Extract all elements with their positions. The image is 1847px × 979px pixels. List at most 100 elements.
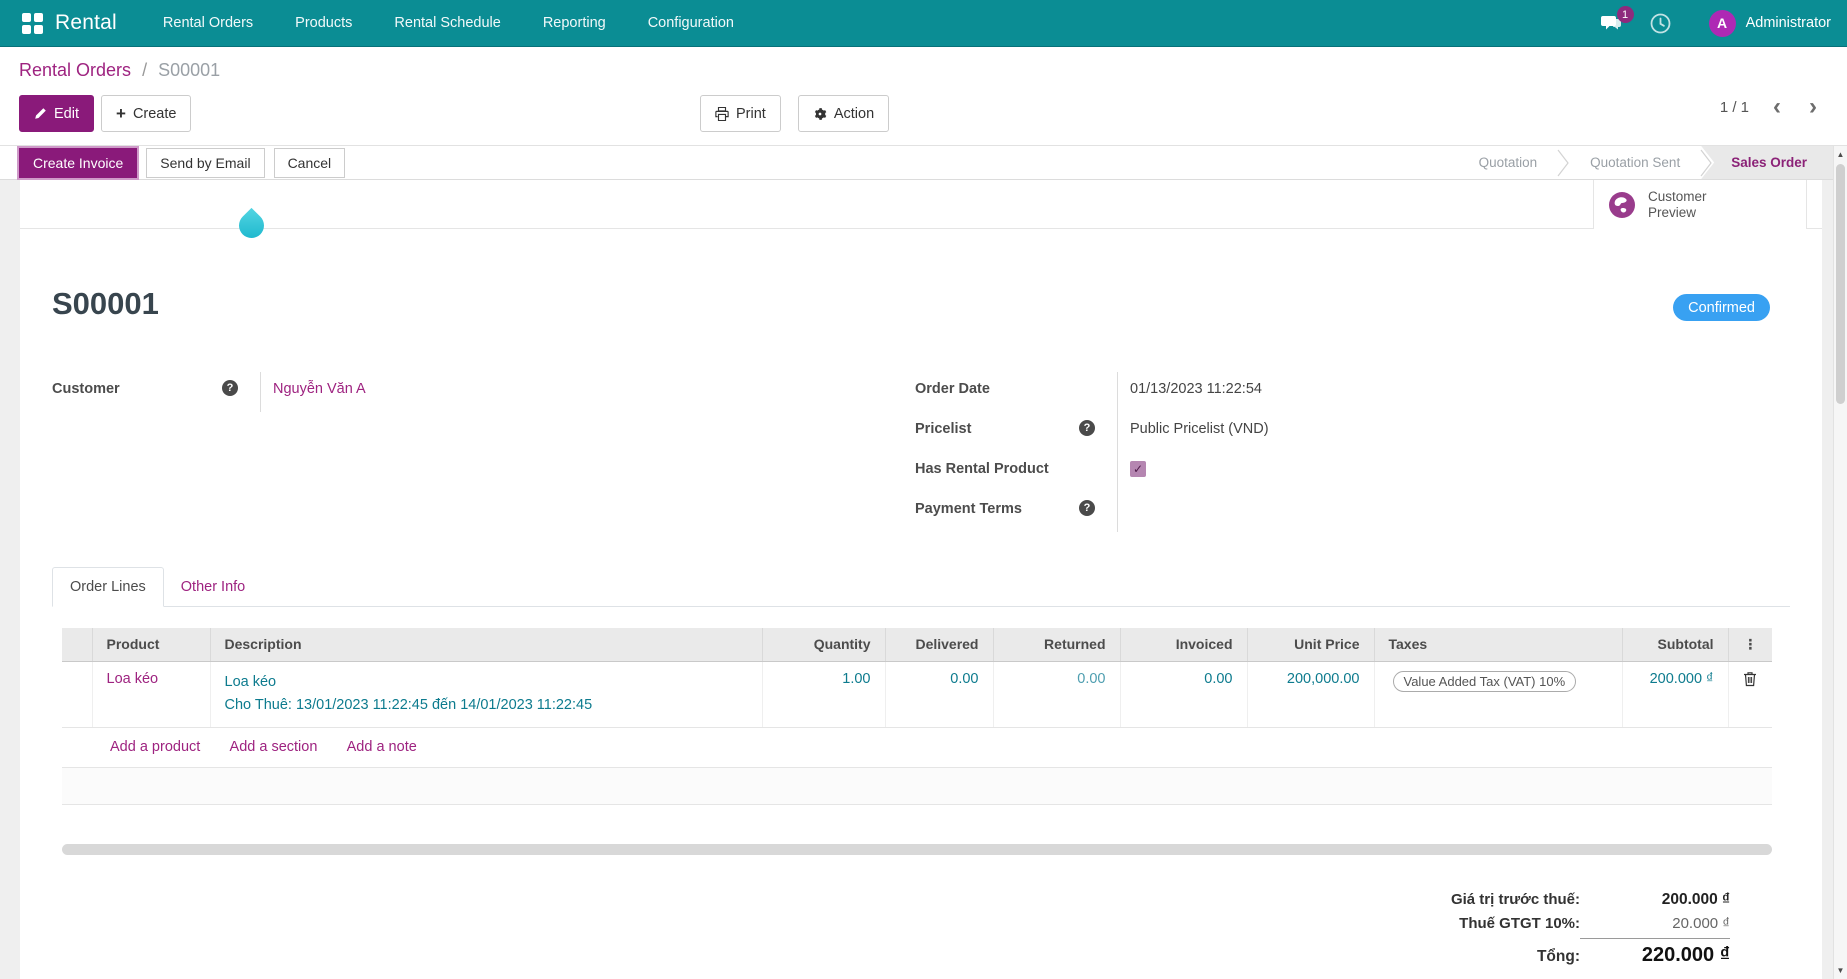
add-line-row: Add a product Add a section Add a note bbox=[62, 727, 1772, 768]
create-button[interactable]: + Create bbox=[101, 95, 192, 132]
optional-columns-icon[interactable]: ⋮ bbox=[1727, 628, 1772, 662]
plus-icon: + bbox=[116, 103, 126, 123]
state-quotation-sent[interactable]: Quotation Sent bbox=[1590, 155, 1681, 170]
col-subtotal[interactable]: Subtotal bbox=[1621, 628, 1728, 662]
pricelist-value: Public Pricelist (VND) bbox=[1130, 421, 1269, 437]
state-sales-order[interactable]: Sales Order bbox=[1701, 146, 1833, 179]
create-invoice-button[interactable]: Create Invoice bbox=[19, 147, 138, 178]
menu-rental-schedule[interactable]: Rental Schedule bbox=[394, 15, 501, 31]
col-taxes[interactable]: Taxes bbox=[1373, 628, 1622, 662]
total-amount-row: Tổng: 220.000 ₫ bbox=[1340, 935, 1730, 970]
user-avatar[interactable]: A bbox=[1708, 9, 1736, 37]
col-handle bbox=[62, 628, 92, 662]
has-rental-checkbox[interactable]: ✓ bbox=[1130, 461, 1146, 477]
col-invoiced[interactable]: Invoiced bbox=[1119, 628, 1247, 662]
main-menu: Rental Orders Products Rental Schedule R… bbox=[163, 15, 734, 31]
tab-order-lines[interactable]: Order Lines bbox=[52, 567, 164, 607]
col-delivered[interactable]: Delivered bbox=[884, 628, 993, 662]
add-a-note-link[interactable]: Add a note bbox=[346, 738, 417, 755]
cancel-button[interactable]: Cancel bbox=[273, 147, 346, 178]
horizontal-scrollbar[interactable] bbox=[62, 844, 1772, 855]
action-button[interactable]: Action bbox=[797, 95, 890, 132]
button-box: Customer Preview bbox=[20, 180, 1822, 229]
cell-product[interactable]: Loa kéo bbox=[91, 661, 210, 728]
cell-delivered[interactable]: 0.00 bbox=[884, 661, 993, 728]
tax-tag[interactable]: Value Added Tax (VAT) 10% bbox=[1392, 670, 1577, 692]
untaxed-amount-label: Giá trị trước thuế: bbox=[1450, 891, 1580, 908]
customer-preview-button[interactable]: Customer Preview bbox=[1593, 180, 1807, 229]
printer-icon bbox=[715, 106, 729, 121]
add-a-section-link[interactable]: Add a section bbox=[229, 738, 318, 755]
menu-configuration[interactable]: Configuration bbox=[647, 15, 734, 31]
delete-line-button[interactable] bbox=[1727, 661, 1772, 728]
col-quantity[interactable]: Quantity bbox=[761, 628, 885, 662]
edit-button[interactable]: Edit bbox=[19, 95, 94, 132]
order-date-label: Order Date bbox=[915, 381, 990, 397]
pager-previous-icon[interactable]: ‹ bbox=[1773, 93, 1781, 120]
state-quotation[interactable]: Quotation bbox=[1478, 155, 1538, 170]
table-header-row: Product Description Quantity Delivered R… bbox=[62, 628, 1772, 662]
field-order-date: Order Date 01/13/2023 11:22:54 bbox=[915, 372, 1745, 412]
print-button[interactable]: Print bbox=[700, 95, 781, 132]
order-lines-table: Product Description Quantity Delivered R… bbox=[62, 628, 1772, 805]
send-by-email-button[interactable]: Send by Email bbox=[146, 147, 265, 178]
payment-terms-label: Payment Terms bbox=[915, 501, 1022, 517]
state-chevron-icon bbox=[1557, 148, 1570, 178]
has-rental-label: Has Rental Product bbox=[915, 461, 1049, 477]
right-field-group: Order Date 01/13/2023 11:22:54 Pricelist… bbox=[915, 372, 1745, 532]
cell-description[interactable]: Loa kéo Cho Thuê: 13/01/2023 11:22:45 đế… bbox=[209, 661, 762, 728]
untaxed-amount-row: Giá trị trước thuế: 200.000 ₫ bbox=[1340, 888, 1730, 912]
apps-menu-icon[interactable] bbox=[22, 12, 43, 34]
cell-subtotal: 200.000 ₫ bbox=[1621, 661, 1728, 728]
messages-icon[interactable]: 1 bbox=[1600, 6, 1634, 32]
tax-amount-row: Thuế GTGT 10%: 20.000 ₫ bbox=[1340, 912, 1730, 935]
order-title: S00001 bbox=[52, 286, 159, 321]
cell-quantity[interactable]: 1.00 bbox=[761, 661, 885, 728]
help-icon[interactable]: ? bbox=[1079, 420, 1095, 436]
pager-next-icon[interactable]: › bbox=[1809, 93, 1817, 120]
activities-icon[interactable] bbox=[1650, 13, 1671, 34]
order-date-value: 01/13/2023 11:22:54 bbox=[1130, 381, 1262, 397]
vertical-scrollbar[interactable]: ▲ ▼ bbox=[1833, 146, 1847, 979]
app-brand[interactable]: Rental bbox=[55, 11, 117, 34]
customer-value[interactable]: Nguyễn Văn A bbox=[273, 381, 366, 397]
scroll-up-icon[interactable]: ▲ bbox=[1836, 150, 1845, 159]
pencil-icon bbox=[34, 107, 47, 120]
help-icon[interactable]: ? bbox=[222, 380, 238, 396]
field-pricelist: Pricelist ? Public Pricelist (VND) bbox=[915, 412, 1745, 452]
status-badge: Confirmed bbox=[1673, 294, 1770, 321]
control-panel: Rental Orders / S00001 Edit + Create Pri… bbox=[0, 47, 1847, 146]
col-product[interactable]: Product bbox=[91, 628, 210, 662]
order-line-row[interactable]: Loa kéo Loa kéo Cho Thuê: 13/01/2023 11:… bbox=[62, 661, 1772, 728]
col-unit-price[interactable]: Unit Price bbox=[1246, 628, 1374, 662]
add-a-product-link[interactable]: Add a product bbox=[110, 738, 201, 755]
col-returned[interactable]: Returned bbox=[992, 628, 1120, 662]
breadcrumb-rental-orders[interactable]: Rental Orders bbox=[19, 60, 132, 80]
untaxed-amount-value: 200.000 ₫ bbox=[1661, 891, 1730, 908]
messages-badge: 1 bbox=[1616, 6, 1634, 23]
field-has-rental-product: Has Rental Product ✓ bbox=[915, 452, 1745, 492]
help-icon[interactable]: ? bbox=[1079, 500, 1095, 516]
col-description[interactable]: Description bbox=[209, 628, 762, 662]
top-navbar: Rental Rental Orders Products Rental Sch… bbox=[0, 0, 1847, 47]
row-handle[interactable] bbox=[62, 661, 92, 728]
menu-rental-orders[interactable]: Rental Orders bbox=[162, 15, 254, 31]
state-chevron-icon bbox=[1700, 148, 1713, 178]
breadcrumb-current: S00001 bbox=[158, 60, 221, 80]
tab-other-info[interactable]: Other Info bbox=[180, 579, 246, 595]
left-field-group: Customer ? Nguyễn Văn A bbox=[52, 372, 752, 412]
cell-unit-price[interactable]: 200,000.00 bbox=[1246, 661, 1374, 728]
cell-returned[interactable]: 0.00 bbox=[992, 661, 1120, 728]
cell-taxes[interactable]: Value Added Tax (VAT) 10% bbox=[1373, 661, 1622, 728]
cell-invoiced[interactable]: 0.00 bbox=[1119, 661, 1247, 728]
pager-count: 1 / 1 bbox=[1719, 98, 1749, 116]
scrollbar-thumb[interactable] bbox=[1836, 164, 1845, 404]
total-amount-value: 220.000 ₫ bbox=[1580, 938, 1730, 967]
menu-products[interactable]: Products bbox=[295, 15, 353, 31]
scroll-down-icon[interactable]: ▼ bbox=[1836, 966, 1845, 975]
tax-amount-label: Thuế GTGT 10%: bbox=[1459, 915, 1580, 932]
order-totals: Giá trị trước thuế: 200.000 ₫ Thuế GTGT … bbox=[1340, 888, 1730, 970]
menu-reporting[interactable]: Reporting bbox=[542, 15, 606, 31]
customer-label: Customer bbox=[52, 381, 120, 397]
user-menu[interactable]: Administrator bbox=[1745, 15, 1831, 31]
